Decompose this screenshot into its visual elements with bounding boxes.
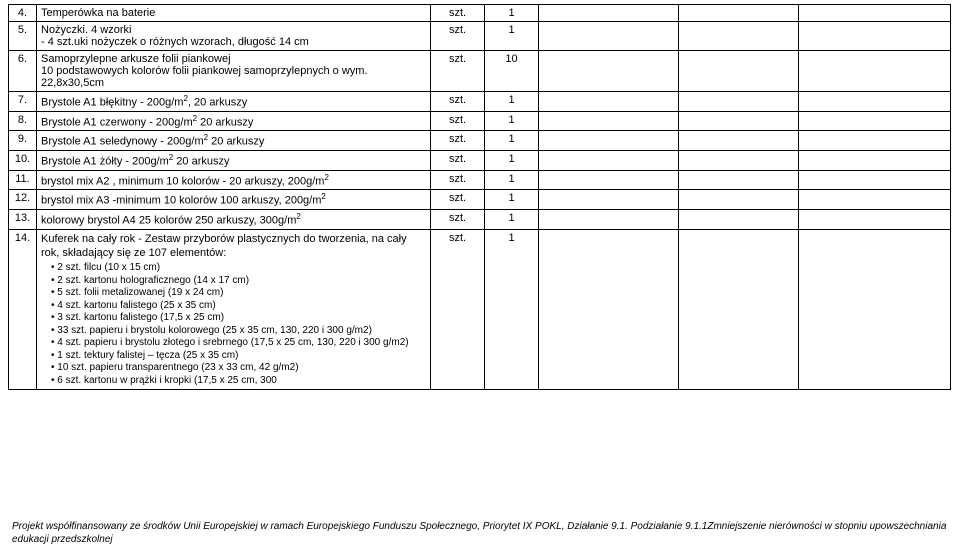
table-row: 11.brystol mix A2 , minimum 10 kolorów -… <box>9 170 951 190</box>
row-unit: szt. <box>431 92 485 112</box>
table-row: 7.Brystole A1 błękitny - 200g/m2, 20 ark… <box>9 92 951 112</box>
empty-cell <box>799 190 951 210</box>
empty-cell <box>799 111 951 131</box>
row-qty: 1 <box>485 209 539 229</box>
row-unit: szt. <box>431 170 485 190</box>
row-unit: szt. <box>431 190 485 210</box>
table-row: 5.Nożyczki. 4 wzorki - 4 szt.uki nożycze… <box>9 22 951 51</box>
footer-text: Projekt współfinansowany ze środków Unii… <box>12 520 950 546</box>
row-number: 7. <box>9 92 37 112</box>
empty-cell <box>679 190 799 210</box>
empty-cell <box>539 111 679 131</box>
row-description: Brystole A1 czerwony - 200g/m2 20 arkusz… <box>37 111 431 131</box>
empty-cell <box>679 150 799 170</box>
row-qty: 10 <box>485 51 539 92</box>
empty-cell <box>679 209 799 229</box>
empty-cell <box>799 5 951 22</box>
row-qty: 1 <box>485 229 539 390</box>
row-number: 6. <box>9 51 37 92</box>
empty-cell <box>799 170 951 190</box>
row-qty: 1 <box>485 170 539 190</box>
row-unit: szt. <box>431 209 485 229</box>
empty-cell <box>679 5 799 22</box>
row-unit: szt. <box>431 131 485 151</box>
row-unit: szt. <box>431 5 485 22</box>
empty-cell <box>679 229 799 390</box>
table-row: 8.Brystole A1 czerwony - 200g/m2 20 arku… <box>9 111 951 131</box>
row-qty: 1 <box>485 131 539 151</box>
row-qty: 1 <box>485 5 539 22</box>
row-unit: szt. <box>431 22 485 51</box>
row-qty: 1 <box>485 190 539 210</box>
row-qty: 1 <box>485 111 539 131</box>
empty-cell <box>799 131 951 151</box>
row-number: 9. <box>9 131 37 151</box>
row-unit: szt. <box>431 111 485 131</box>
empty-cell <box>539 131 679 151</box>
empty-cell <box>539 150 679 170</box>
empty-cell <box>679 51 799 92</box>
row-qty: 1 <box>485 92 539 112</box>
table-row: 13.kolorowy brystol A4 25 kolorów 250 ar… <box>9 209 951 229</box>
empty-cell <box>539 209 679 229</box>
empty-cell <box>539 5 679 22</box>
row-number: 5. <box>9 22 37 51</box>
empty-cell <box>679 92 799 112</box>
row-number: 12. <box>9 190 37 210</box>
empty-cell <box>799 150 951 170</box>
row-unit: szt. <box>431 150 485 170</box>
row-description: kolorowy brystol A4 25 kolorów 250 arkus… <box>37 209 431 229</box>
empty-cell <box>539 170 679 190</box>
row-description: brystol mix A3 -minimum 10 kolorów 100 a… <box>37 190 431 210</box>
row-number: 11. <box>9 170 37 190</box>
row-qty: 1 <box>485 150 539 170</box>
row-description: Kuferek na cały rok - Zestaw przyborów p… <box>37 229 431 390</box>
row-number: 14. <box>9 229 37 390</box>
row-number: 13. <box>9 209 37 229</box>
row-description: brystol mix A2 , minimum 10 kolorów - 20… <box>37 170 431 190</box>
row-unit: szt. <box>431 51 485 92</box>
empty-cell <box>799 51 951 92</box>
row-description: Samoprzylepne arkusze folii piankowej 10… <box>37 51 431 92</box>
empty-cell <box>679 170 799 190</box>
row-description: Brystole A1 żółty - 200g/m2 20 arkuszy <box>37 150 431 170</box>
empty-cell <box>539 51 679 92</box>
row-description: Brystole A1 seledynowy - 200g/m2 20 arku… <box>37 131 431 151</box>
empty-cell <box>679 22 799 51</box>
table-row: 14.Kuferek na cały rok - Zestaw przyboró… <box>9 229 951 390</box>
empty-cell <box>539 190 679 210</box>
row-number: 10. <box>9 150 37 170</box>
empty-cell <box>679 111 799 131</box>
row-number: 4. <box>9 5 37 22</box>
row-description: Nożyczki. 4 wzorki - 4 szt.uki nożyczek … <box>37 22 431 51</box>
row-qty: 1 <box>485 22 539 51</box>
empty-cell <box>799 209 951 229</box>
row-number: 8. <box>9 111 37 131</box>
empty-cell <box>799 22 951 51</box>
empty-cell <box>799 92 951 112</box>
table-row: 4.Temperówka na baterieszt.1 <box>9 5 951 22</box>
row-description: Brystole A1 błękitny - 200g/m2, 20 arkus… <box>37 92 431 112</box>
empty-cell <box>539 92 679 112</box>
row-unit: szt. <box>431 229 485 390</box>
empty-cell <box>799 229 951 390</box>
row-description: Temperówka na baterie <box>37 5 431 22</box>
spec-table: 4.Temperówka na baterieszt.15.Nożyczki. … <box>8 4 951 390</box>
empty-cell <box>539 229 679 390</box>
table-row: 12.brystol mix A3 -minimum 10 kolorów 10… <box>9 190 951 210</box>
table-row: 9.Brystole A1 seledynowy - 200g/m2 20 ar… <box>9 131 951 151</box>
table-row: 10.Brystole A1 żółty - 200g/m2 20 arkusz… <box>9 150 951 170</box>
empty-cell <box>679 131 799 151</box>
table-row: 6.Samoprzylepne arkusze folii piankowej … <box>9 51 951 92</box>
empty-cell <box>539 22 679 51</box>
